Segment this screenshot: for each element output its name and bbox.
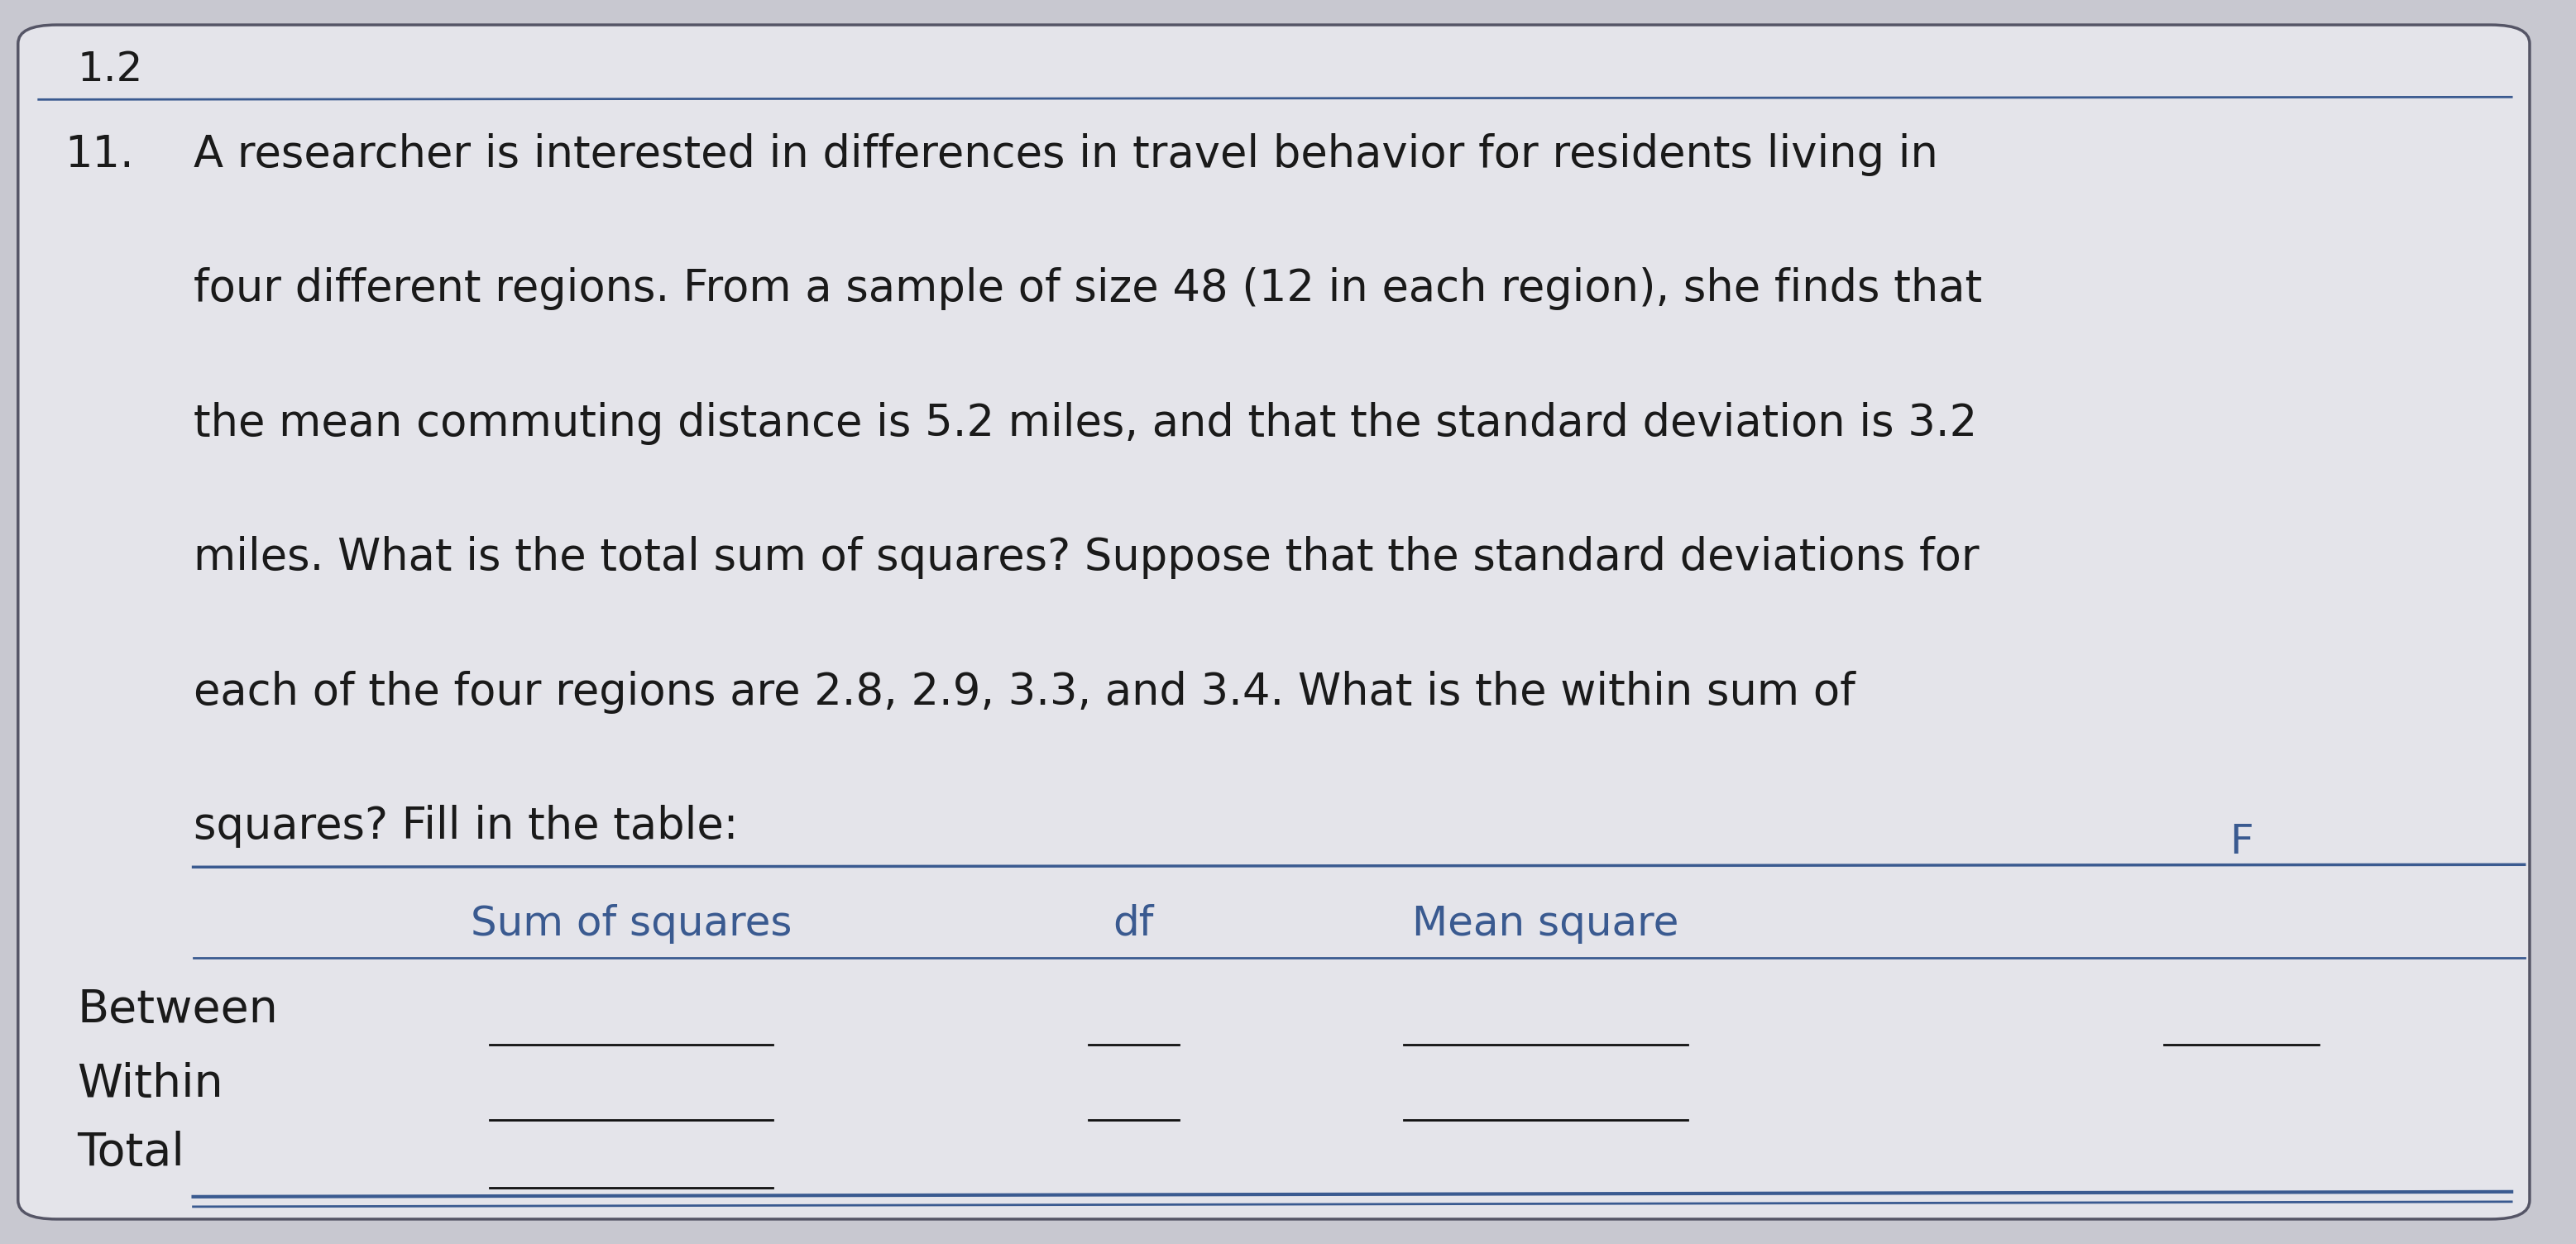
Text: 11.: 11.	[64, 133, 134, 177]
Text: 1.2: 1.2	[77, 50, 142, 90]
Text: the mean commuting distance is 5.2 miles, and that the standard deviation is 3.2: the mean commuting distance is 5.2 miles…	[193, 402, 1976, 445]
Text: A researcher is interested in differences in travel behavior for residents livin: A researcher is interested in difference…	[193, 133, 1937, 177]
Text: F: F	[2228, 822, 2254, 862]
Text: each of the four regions are 2.8, 2.9, 3.3, and 3.4. What is the within sum of: each of the four regions are 2.8, 2.9, 3…	[193, 671, 1855, 714]
Text: Mean square: Mean square	[1412, 904, 1680, 943]
Text: four different regions. From a sample of size 48 (12 in each region), she finds : four different regions. From a sample of…	[193, 267, 1981, 311]
Text: miles. What is the total sum of squares? Suppose that the standard deviations fo: miles. What is the total sum of squares?…	[193, 536, 1978, 580]
Text: squares? Fill in the table:: squares? Fill in the table:	[193, 805, 737, 848]
Text: Within: Within	[77, 1062, 224, 1107]
Text: Between: Between	[77, 988, 278, 1033]
Text: Total: Total	[77, 1131, 185, 1176]
FancyBboxPatch shape	[18, 25, 2530, 1219]
Text: Sum of squares: Sum of squares	[471, 904, 791, 943]
Text: df: df	[1113, 904, 1154, 943]
